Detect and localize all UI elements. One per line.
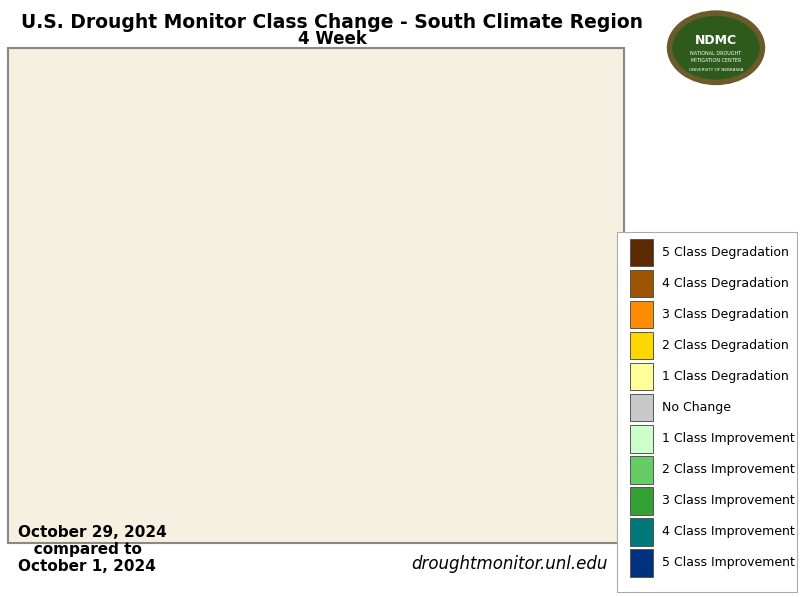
Bar bbox=[630, 239, 653, 266]
Text: compared to: compared to bbox=[18, 542, 142, 557]
Circle shape bbox=[670, 13, 762, 82]
Text: NDMC: NDMC bbox=[695, 34, 737, 47]
Text: UNIVERSITY OF NEBRASKA: UNIVERSITY OF NEBRASKA bbox=[689, 69, 743, 72]
Bar bbox=[630, 456, 653, 484]
Text: 3 Class Degradation: 3 Class Degradation bbox=[662, 308, 789, 321]
Text: 4 Week: 4 Week bbox=[298, 30, 366, 48]
Text: No Change: No Change bbox=[662, 401, 731, 414]
Text: U.S. Drought Monitor Class Change - South Climate Region: U.S. Drought Monitor Class Change - Sout… bbox=[21, 13, 643, 32]
Text: 5 Class Degradation: 5 Class Degradation bbox=[662, 246, 790, 259]
Text: 4 Class Improvement: 4 Class Improvement bbox=[662, 525, 795, 538]
Text: October 29, 2024: October 29, 2024 bbox=[18, 525, 166, 540]
Text: 5 Class Improvement: 5 Class Improvement bbox=[662, 556, 795, 570]
Bar bbox=[8, 48, 624, 543]
Text: 2 Class Improvement: 2 Class Improvement bbox=[662, 463, 795, 476]
Bar bbox=[630, 363, 653, 390]
Text: 1 Class Degradation: 1 Class Degradation bbox=[662, 370, 789, 383]
Text: 4 Class Degradation: 4 Class Degradation bbox=[662, 277, 789, 290]
Text: 1 Class Improvement: 1 Class Improvement bbox=[662, 432, 795, 445]
Text: droughtmonitor.unl.edu: droughtmonitor.unl.edu bbox=[412, 555, 608, 573]
Text: 2 Class Degradation: 2 Class Degradation bbox=[662, 339, 789, 352]
Bar bbox=[630, 332, 653, 359]
FancyBboxPatch shape bbox=[617, 232, 797, 592]
Text: MITIGATION CENTER: MITIGATION CENTER bbox=[691, 59, 741, 63]
Bar bbox=[630, 487, 653, 515]
Bar bbox=[630, 518, 653, 546]
Text: October 1, 2024: October 1, 2024 bbox=[18, 559, 155, 574]
Text: NATIONAL DROUGHT: NATIONAL DROUGHT bbox=[690, 51, 742, 56]
Text: 3 Class Improvement: 3 Class Improvement bbox=[662, 494, 795, 507]
Bar bbox=[630, 301, 653, 328]
Bar bbox=[630, 425, 653, 453]
Bar bbox=[630, 270, 653, 297]
Bar bbox=[630, 394, 653, 421]
Bar bbox=[630, 549, 653, 577]
